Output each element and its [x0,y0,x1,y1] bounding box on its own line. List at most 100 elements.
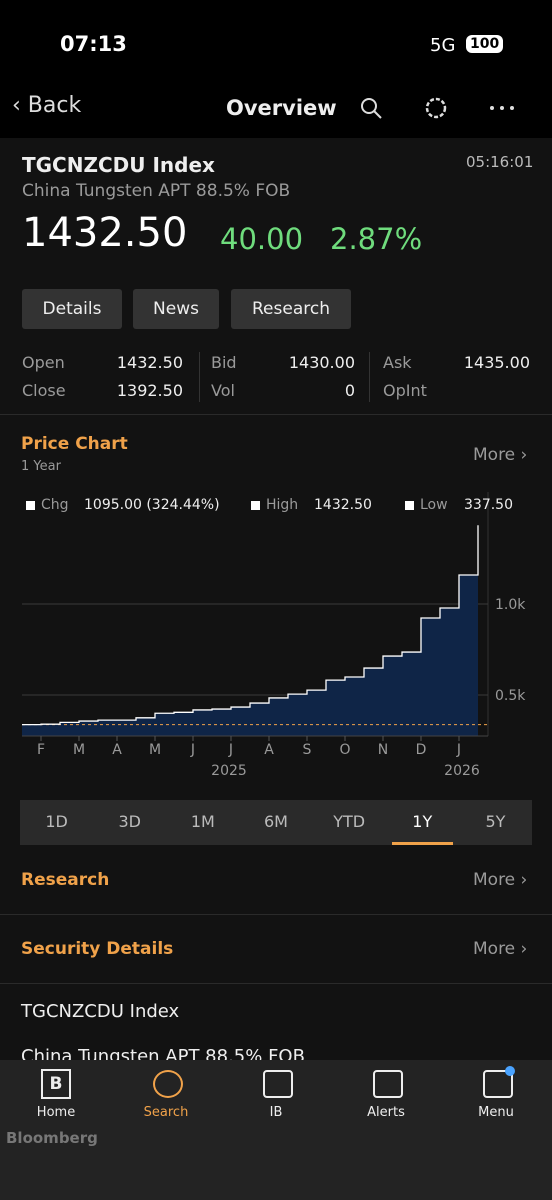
quote-label: Close [22,381,66,400]
time: 05:16:01 [466,153,534,171]
tab-label[interactable]: IB [269,1105,283,1120]
x-tick-label: A [112,742,122,758]
quote-value: 1430.00 [288,353,355,372]
range-option[interactable]: 1Y [412,812,433,831]
legend-value: 1095.00 (324.44%) [84,497,220,513]
divider [0,914,552,915]
quote-label: Bid [211,353,237,372]
chart: 0.5k 1.0k F M A M J J A S O N D J 2025 2026 [0,488,552,788]
more-link[interactable]: More › [473,445,528,465]
quote-value: 1392.50 [116,381,183,400]
quote-value: 1432.50 [116,353,183,372]
tab-label[interactable]: Menu [478,1105,514,1120]
tab-bar [0,1060,552,1200]
tab-icon[interactable] [153,1070,183,1098]
range-option[interactable]: 1M [190,812,215,831]
tab-label[interactable]: Home [36,1105,76,1120]
dot [500,106,504,110]
x-tick-label: M [149,742,161,758]
x-year-label: 2026 [444,763,480,779]
quote-label: Ask [383,353,412,372]
tab-icon[interactable] [263,1070,293,1098]
more-label[interactable]: More [473,939,516,959]
section-title: Price Chart [21,434,128,454]
range-underline [391,842,453,845]
tab-label[interactable]: Search [143,1105,189,1120]
x-tick-label: A [264,742,274,758]
ticker: TGCNZCDU Index [22,153,215,177]
more-icon[interactable] [510,106,514,110]
brand: Bloomberg [6,1129,98,1147]
more-link[interactable]: More › [473,939,528,959]
divider [369,352,370,402]
quote-label: Vol [211,381,235,400]
back-button[interactable]: ‹ Back [12,93,82,118]
legend-value: 1432.50 [314,497,372,513]
section-title: Security Details [21,939,174,959]
quote-label: Open [22,353,65,372]
legend-value: 337.50 [464,497,513,513]
x-tick-label: N [378,742,388,758]
settings-icon[interactable] [425,97,447,119]
clock: 07:13 [60,32,127,56]
quote-value: 1435.00 [463,353,530,372]
tab-label[interactable]: Alerts [367,1105,405,1120]
search-icon-handle [373,110,382,119]
legend-name: Low [420,497,448,513]
area [22,525,478,736]
x-tick-label: F [37,742,45,758]
range-option[interactable]: YTD [333,812,366,831]
tab-button[interactable]: Details [22,289,122,329]
range-option[interactable]: 6M [264,812,288,831]
range-option[interactable]: 3D [118,812,141,831]
legend-swatch [405,501,414,510]
x-tick-label: J [190,742,195,758]
y-tick-label: 1.0k [495,597,526,613]
battery: 100 [466,35,504,53]
x-tick-label: J [456,742,461,758]
legend-name: High [266,497,299,513]
more-label[interactable]: More [473,445,516,465]
network: 5G [430,35,456,56]
y-tick-label: 0.5k [495,688,526,704]
x-tick-label: D [416,742,427,758]
line [22,525,479,726]
search-icon[interactable] [361,98,377,114]
divider [199,352,200,402]
tab-button[interactable]: Research [231,289,351,329]
price: 1432.50 [22,210,188,256]
tab-button[interactable]: News [133,289,219,329]
more-label[interactable]: More [473,870,516,890]
range-option[interactable]: 5Y [485,812,506,831]
section-title: Research [21,870,110,890]
tab-icon[interactable] [483,1070,513,1098]
badge [505,1066,515,1076]
quote-label: OpInt [383,381,427,400]
detail-ticker: TGCNZCDU Index [21,1001,180,1022]
divider [0,414,552,415]
x-tick-label: S [303,742,312,758]
tab-icon[interactable] [373,1070,403,1098]
divider [0,983,552,984]
x-tick-label: O [339,742,350,758]
home-icon[interactable]: B [41,1069,71,1099]
range-bar [20,800,532,845]
nav-icons [361,97,514,119]
top-bar [0,0,552,138]
x-tick-label: J [228,742,233,758]
security-name: China Tungsten APT 88.5% FOB [22,181,291,201]
quote-value: 0 [344,381,355,400]
more-link[interactable]: More › [473,870,528,890]
change-pct: 2.87% [330,222,423,256]
period: 1 Year [21,459,61,474]
dot [490,106,494,110]
x-tick-label: M [73,742,85,758]
x-year-label: 2025 [211,763,247,779]
range-option[interactable]: 1D [45,812,68,831]
change: 40.00 [220,222,304,256]
back-label[interactable]: Back [27,93,82,118]
legend-swatch [26,501,35,510]
nav-title: Overview [226,96,337,120]
legend-name: Chg [41,497,69,513]
